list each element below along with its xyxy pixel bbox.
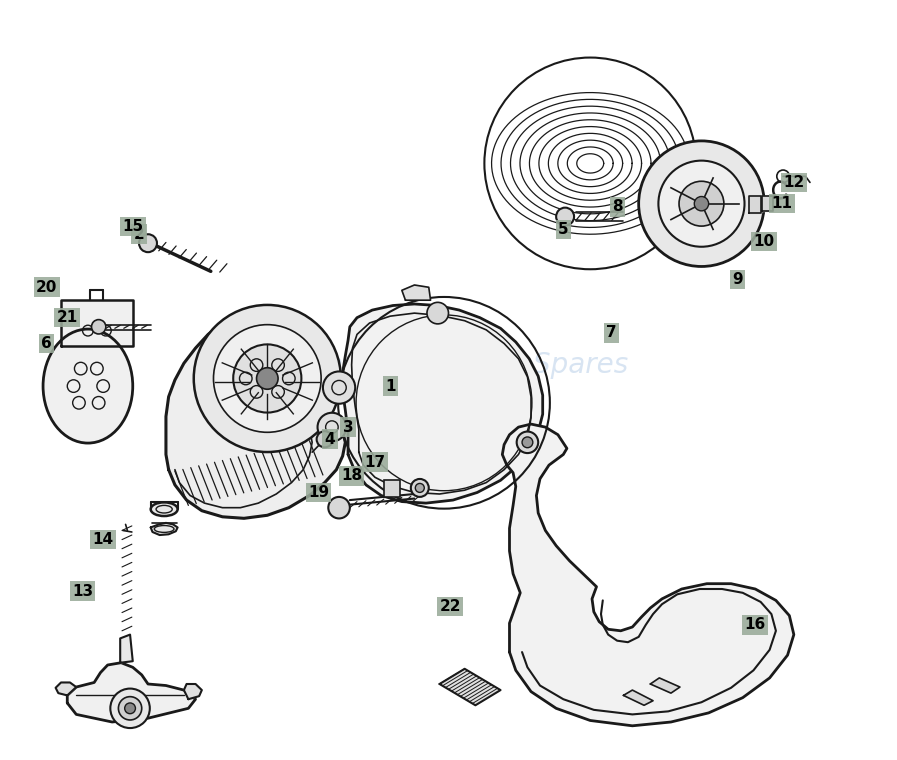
Circle shape [427,302,448,324]
Text: 22: 22 [440,599,461,614]
Text: 17: 17 [364,454,386,470]
Text: 15: 15 [122,219,144,234]
Polygon shape [120,635,133,663]
Text: 7: 7 [606,325,617,340]
Circle shape [317,431,333,448]
Text: 13: 13 [72,584,93,599]
Polygon shape [343,304,543,503]
Polygon shape [502,424,794,726]
Text: 6: 6 [41,336,52,351]
Polygon shape [762,196,773,211]
Polygon shape [650,678,680,693]
Circle shape [110,689,150,728]
Text: 21: 21 [57,310,78,325]
Circle shape [328,497,350,518]
Circle shape [233,344,301,413]
Circle shape [411,479,429,497]
Circle shape [323,372,355,404]
Polygon shape [402,285,431,300]
Circle shape [679,181,724,226]
Text: 5: 5 [558,222,569,237]
Polygon shape [67,663,196,722]
Polygon shape [749,196,761,213]
Bar [384,480,400,497]
Circle shape [118,697,142,720]
Text: 8: 8 [612,199,623,214]
Circle shape [125,703,135,714]
Circle shape [257,368,278,389]
Circle shape [694,197,709,211]
Polygon shape [151,523,178,535]
Polygon shape [61,300,133,346]
Text: 16: 16 [745,617,766,632]
Polygon shape [56,682,76,695]
Polygon shape [166,310,345,518]
Circle shape [139,234,157,252]
Polygon shape [440,669,501,705]
Text: 12: 12 [783,175,805,190]
Text: 9: 9 [732,272,743,287]
Circle shape [213,325,321,432]
Text: Powered by Vision Spares: Powered by Vision Spares [269,351,628,378]
Ellipse shape [151,502,178,516]
Text: 1: 1 [385,378,396,394]
Circle shape [415,483,424,492]
Circle shape [194,305,341,452]
Text: 3: 3 [343,420,353,435]
Text: 18: 18 [341,468,362,483]
Circle shape [658,160,745,247]
Ellipse shape [43,329,133,443]
Text: 4: 4 [325,432,335,447]
Polygon shape [184,684,202,699]
Text: 2: 2 [134,226,144,242]
Text: 20: 20 [36,280,57,295]
Circle shape [556,207,574,226]
Text: 19: 19 [308,485,329,500]
Circle shape [522,437,533,448]
Circle shape [639,141,764,267]
Polygon shape [623,690,653,705]
Circle shape [318,413,346,442]
Text: 14: 14 [92,532,114,547]
Circle shape [91,320,106,334]
Text: 10: 10 [753,234,775,249]
Text: 11: 11 [771,196,793,211]
Circle shape [517,432,538,453]
